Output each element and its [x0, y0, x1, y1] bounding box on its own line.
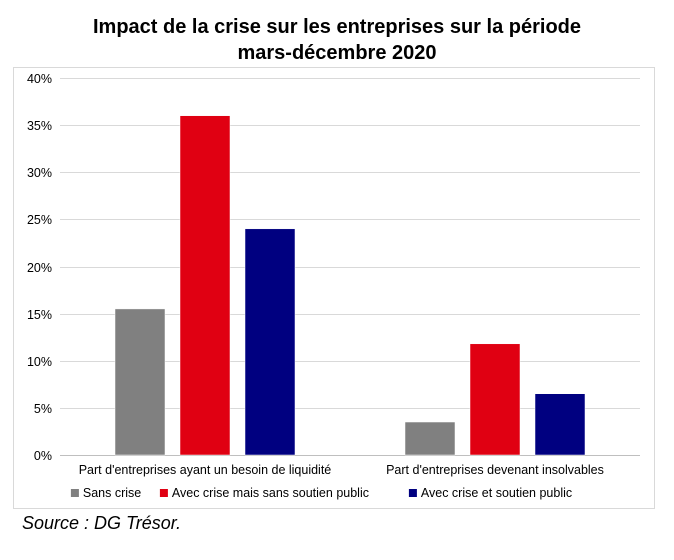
legend-label: Avec crise et soutien public — [421, 486, 572, 500]
y-tick-label: 35% — [27, 119, 52, 133]
x-category-label: Part d'entreprises ayant un besoin de li… — [79, 463, 332, 477]
legend-swatch — [70, 489, 79, 497]
bar — [114, 308, 166, 456]
bar — [469, 343, 521, 456]
y-tick-label: 10% — [27, 355, 52, 369]
y-tick-label: 40% — [27, 72, 52, 86]
source-note: Source : DG Trésor. — [22, 513, 182, 533]
legend-swatch — [159, 489, 168, 497]
bar — [534, 393, 586, 456]
y-tick-label: 20% — [27, 261, 52, 275]
legend-swatch — [408, 489, 417, 497]
bar — [179, 115, 231, 456]
y-tick-label: 15% — [27, 308, 52, 322]
y-tick-label: 25% — [27, 213, 52, 227]
chart-title-line-1: Impact de la crise sur les entreprises s… — [93, 16, 581, 38]
bar — [404, 421, 456, 456]
legend-label: Avec crise mais sans soutien public — [172, 486, 369, 500]
y-tick-label: 30% — [27, 166, 52, 180]
x-category-label: Part d'entreprises devenant insolvables — [386, 463, 604, 477]
y-tick-label: 5% — [34, 402, 52, 416]
y-tick-label: 0% — [34, 449, 52, 463]
legend-label: Sans crise — [83, 486, 141, 500]
chart-title-line-2: mars-décembre 2020 — [237, 42, 437, 64]
bar — [244, 228, 296, 456]
chart-frame — [13, 67, 655, 509]
